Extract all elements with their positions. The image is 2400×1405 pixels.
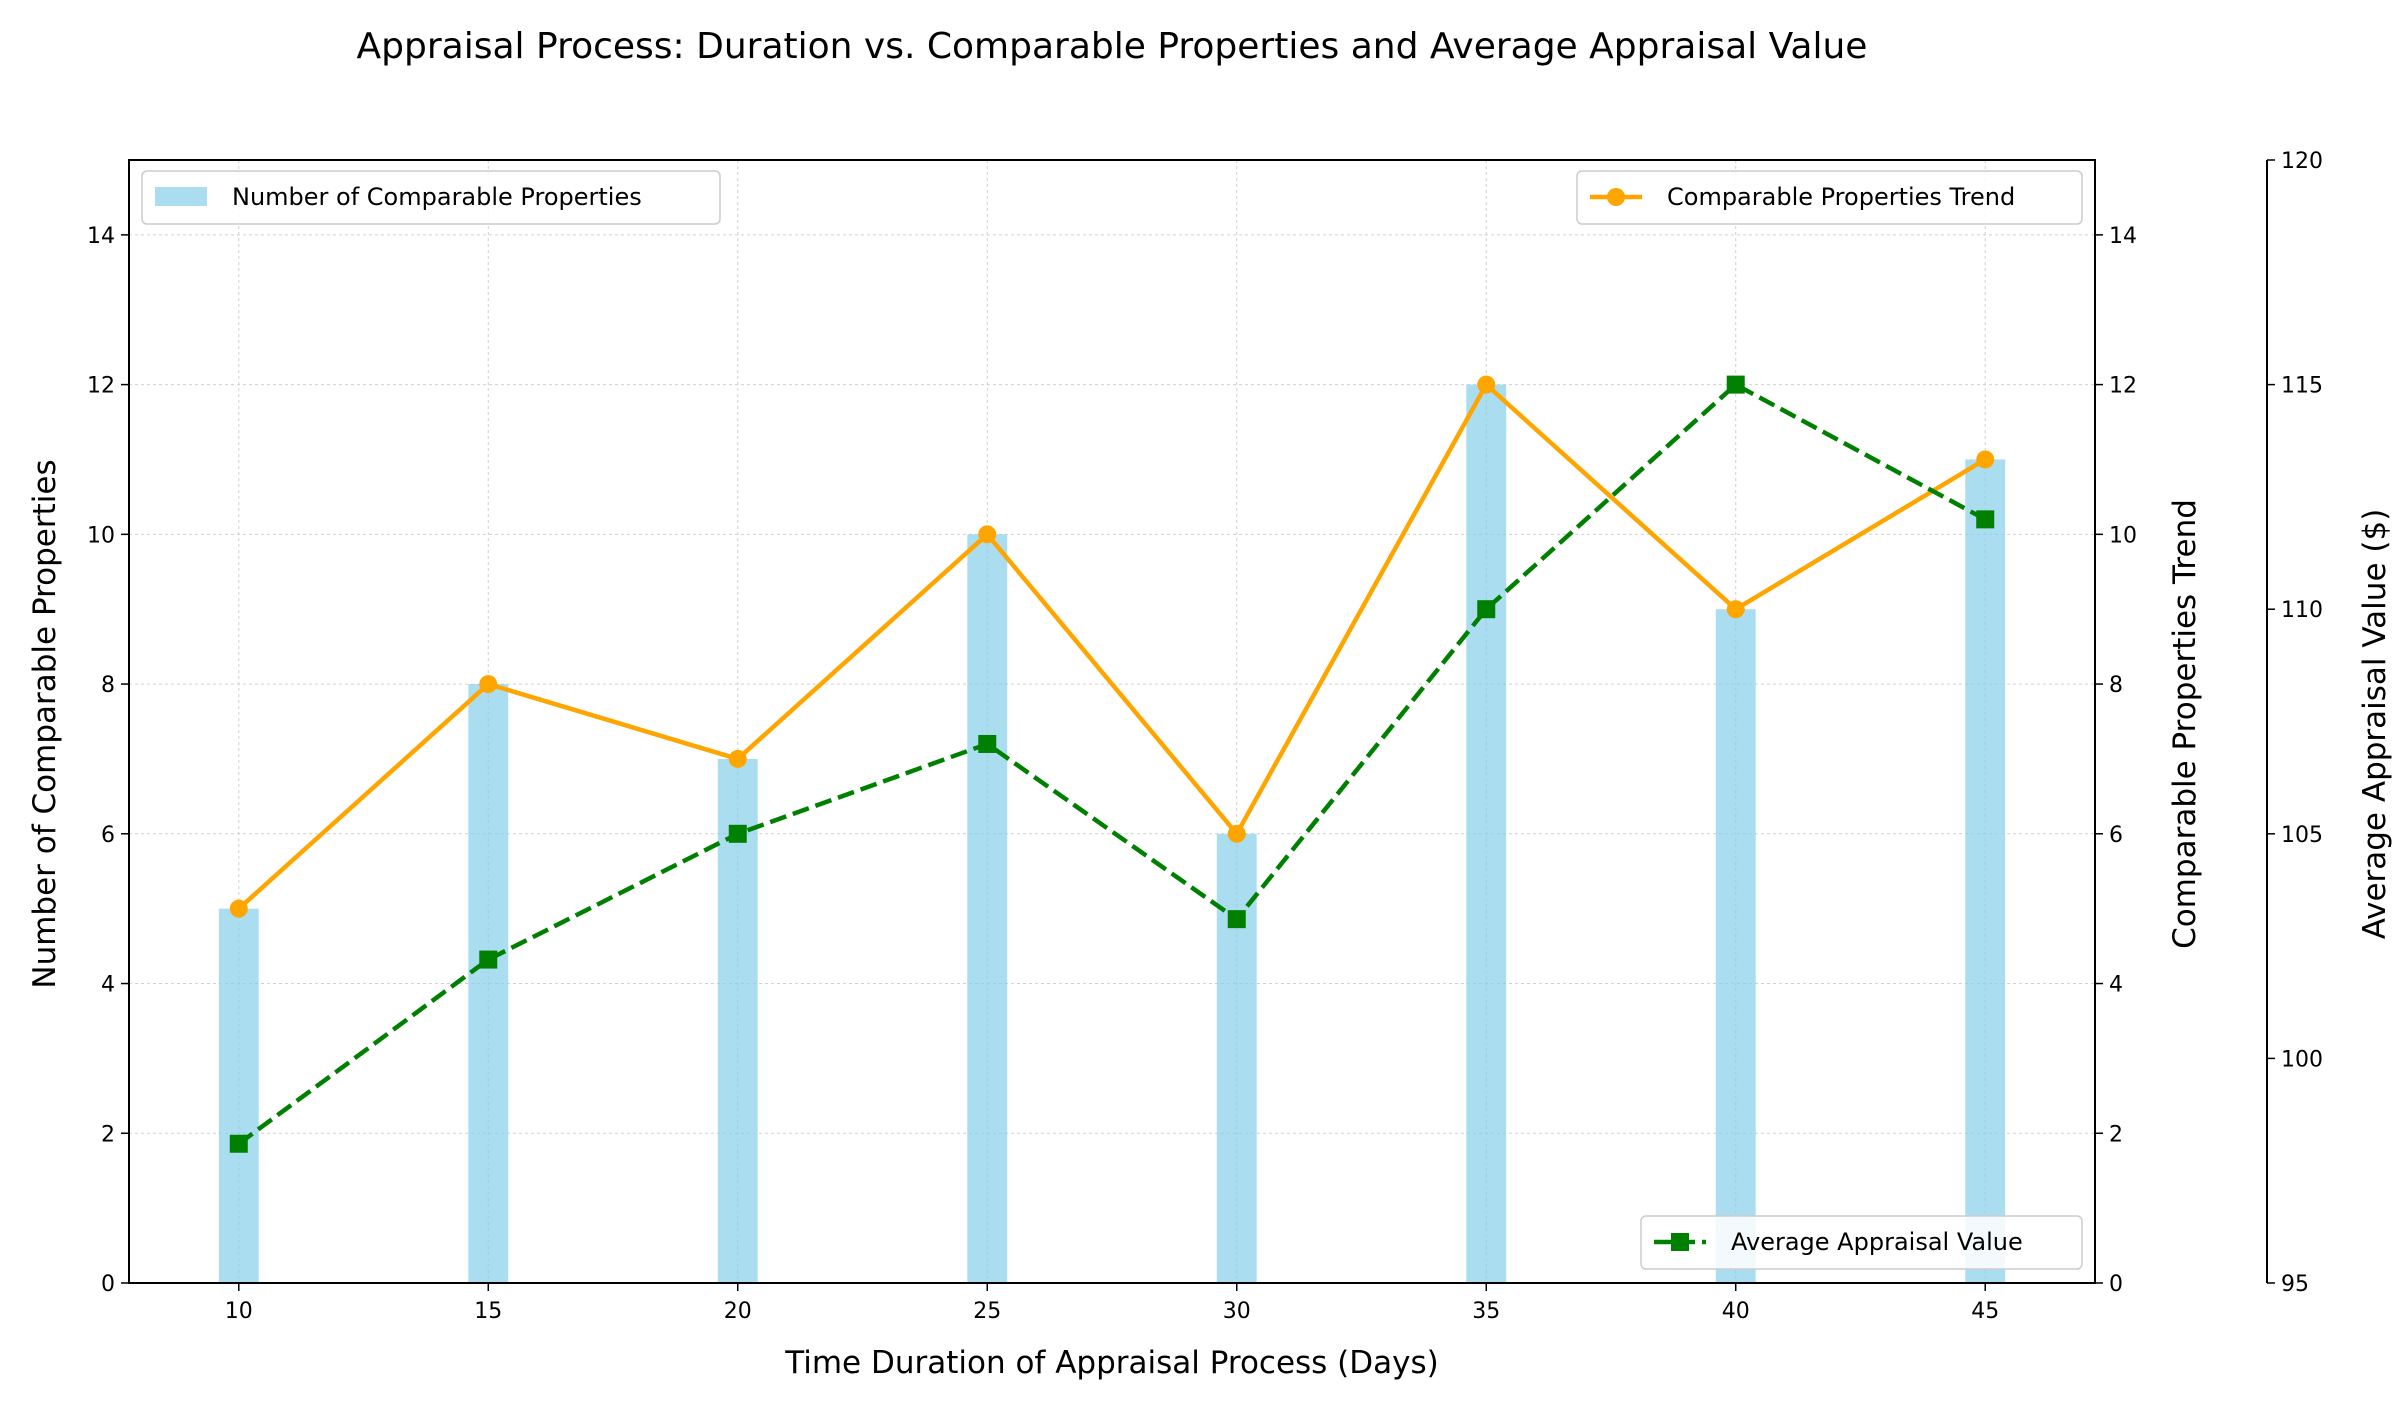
y-tick-label-left: 12 <box>87 374 115 399</box>
legend-swatch-bars <box>155 187 207 206</box>
x-tick-label: 20 <box>724 1299 752 1324</box>
trend-line <box>237 382 1987 911</box>
trend-point <box>728 749 747 768</box>
y-tick-label-left: 6 <box>101 823 115 848</box>
y-tick-label-far-right: 110 <box>2281 598 2323 623</box>
bar <box>218 908 259 1283</box>
appraisal-value-point <box>479 950 498 969</box>
trend-point <box>1726 600 1745 619</box>
plot-frame <box>128 159 2096 1284</box>
y-tick-label-right: 12 <box>2109 374 2137 399</box>
x-tick-label: 10 <box>225 1299 253 1324</box>
trend-point <box>229 899 248 918</box>
trend-point <box>978 525 997 544</box>
legend-swatch-trend-marker <box>1607 188 1625 206</box>
appraisal-value-point <box>1477 600 1496 619</box>
y-tick-label-far-right: 95 <box>2281 1272 2309 1297</box>
y-tick-label-left: 10 <box>87 523 115 548</box>
y-tick-label-left: 8 <box>101 673 115 698</box>
bar <box>717 758 758 1283</box>
y-tick-label-right: 8 <box>2109 673 2123 698</box>
x-axis-title: Time Duration of Appraisal Process (Days… <box>784 1345 1438 1381</box>
y-axis-title-left: Number of Comparable Properties <box>27 459 63 988</box>
legend-label-bars: Number of Comparable Properties <box>232 183 642 211</box>
trend-point <box>1227 824 1246 843</box>
y-axis-title-far-right: Average Appraisal Value ($) <box>2357 509 2393 940</box>
trend-point <box>1477 375 1496 394</box>
y-tick-label-left: 2 <box>101 1122 115 1147</box>
x-tick-label: 40 <box>1722 1299 1750 1324</box>
legend-box-appraisal <box>1640 1215 2083 1270</box>
appraisal-value-point <box>1726 375 1745 394</box>
y-tick-label-left: 14 <box>87 224 115 249</box>
y-tick-label-right: 2 <box>2109 1122 2123 1147</box>
appraisal-value-line <box>237 381 1987 1146</box>
axis-layer: 10 15 20 25 30 35 40 45 0 0 2 2 4 4 6 6 8 8 10 10 12 12 14 14 95… <box>87 149 2323 1324</box>
line-layer <box>229 375 1995 1153</box>
legend-label-trend: Comparable Properties Trend <box>1667 183 2015 211</box>
bar <box>1965 459 2006 1283</box>
y-tick-label-right: 10 <box>2109 523 2137 548</box>
x-tick-label: 25 <box>973 1299 1001 1324</box>
grid-layer <box>129 160 2095 1284</box>
legend-box-trend <box>1576 170 2083 225</box>
appraisal-value-point <box>1227 910 1246 929</box>
y-tick-label-right: 14 <box>2109 224 2137 249</box>
y-tick-label-far-right: 120 <box>2281 149 2323 174</box>
y-tick-label-far-right: 105 <box>2281 823 2323 848</box>
x-tick-label: 30 <box>1223 1299 1251 1324</box>
appraisal-value-point <box>1976 510 1995 529</box>
legend-box-bars <box>141 170 721 225</box>
legend-label-appraisal: Average Appraisal Value <box>1731 1228 2023 1256</box>
y-axis-title-right: Comparable Properties Trend <box>2167 499 2203 949</box>
appraisal-value-point <box>229 1134 248 1153</box>
appraisal-value-point <box>978 734 997 753</box>
appraisal-value-point <box>728 824 747 843</box>
bar <box>468 684 509 1283</box>
trend-point <box>1976 450 1995 469</box>
y-tick-label-right: 4 <box>2109 973 2123 998</box>
x-tick-label: 15 <box>474 1299 502 1324</box>
bar <box>967 534 1008 1283</box>
x-tick-label: 35 <box>1472 1299 1500 1324</box>
chart-title: Appraisal Process: Duration vs. Comparab… <box>357 26 1868 67</box>
bar <box>1715 609 1756 1283</box>
y-tick-label-left: 4 <box>101 973 115 998</box>
legend-swatch-appraisal-marker <box>1671 1233 1689 1251</box>
y-tick-label-far-right: 115 <box>2281 374 2323 399</box>
y-tick-label-left: 0 <box>101 1272 115 1297</box>
bar <box>1466 384 1507 1284</box>
trend-point <box>479 675 498 694</box>
x-tick-label: 45 <box>1971 1299 1999 1324</box>
y-tick-label-far-right: 100 <box>2281 1047 2323 1072</box>
legend-layer: Number of Comparable Properties Comparabl… <box>141 170 2083 1270</box>
y-tick-label-right: 6 <box>2109 823 2123 848</box>
y-tick-label-right: 0 <box>2109 1272 2123 1297</box>
